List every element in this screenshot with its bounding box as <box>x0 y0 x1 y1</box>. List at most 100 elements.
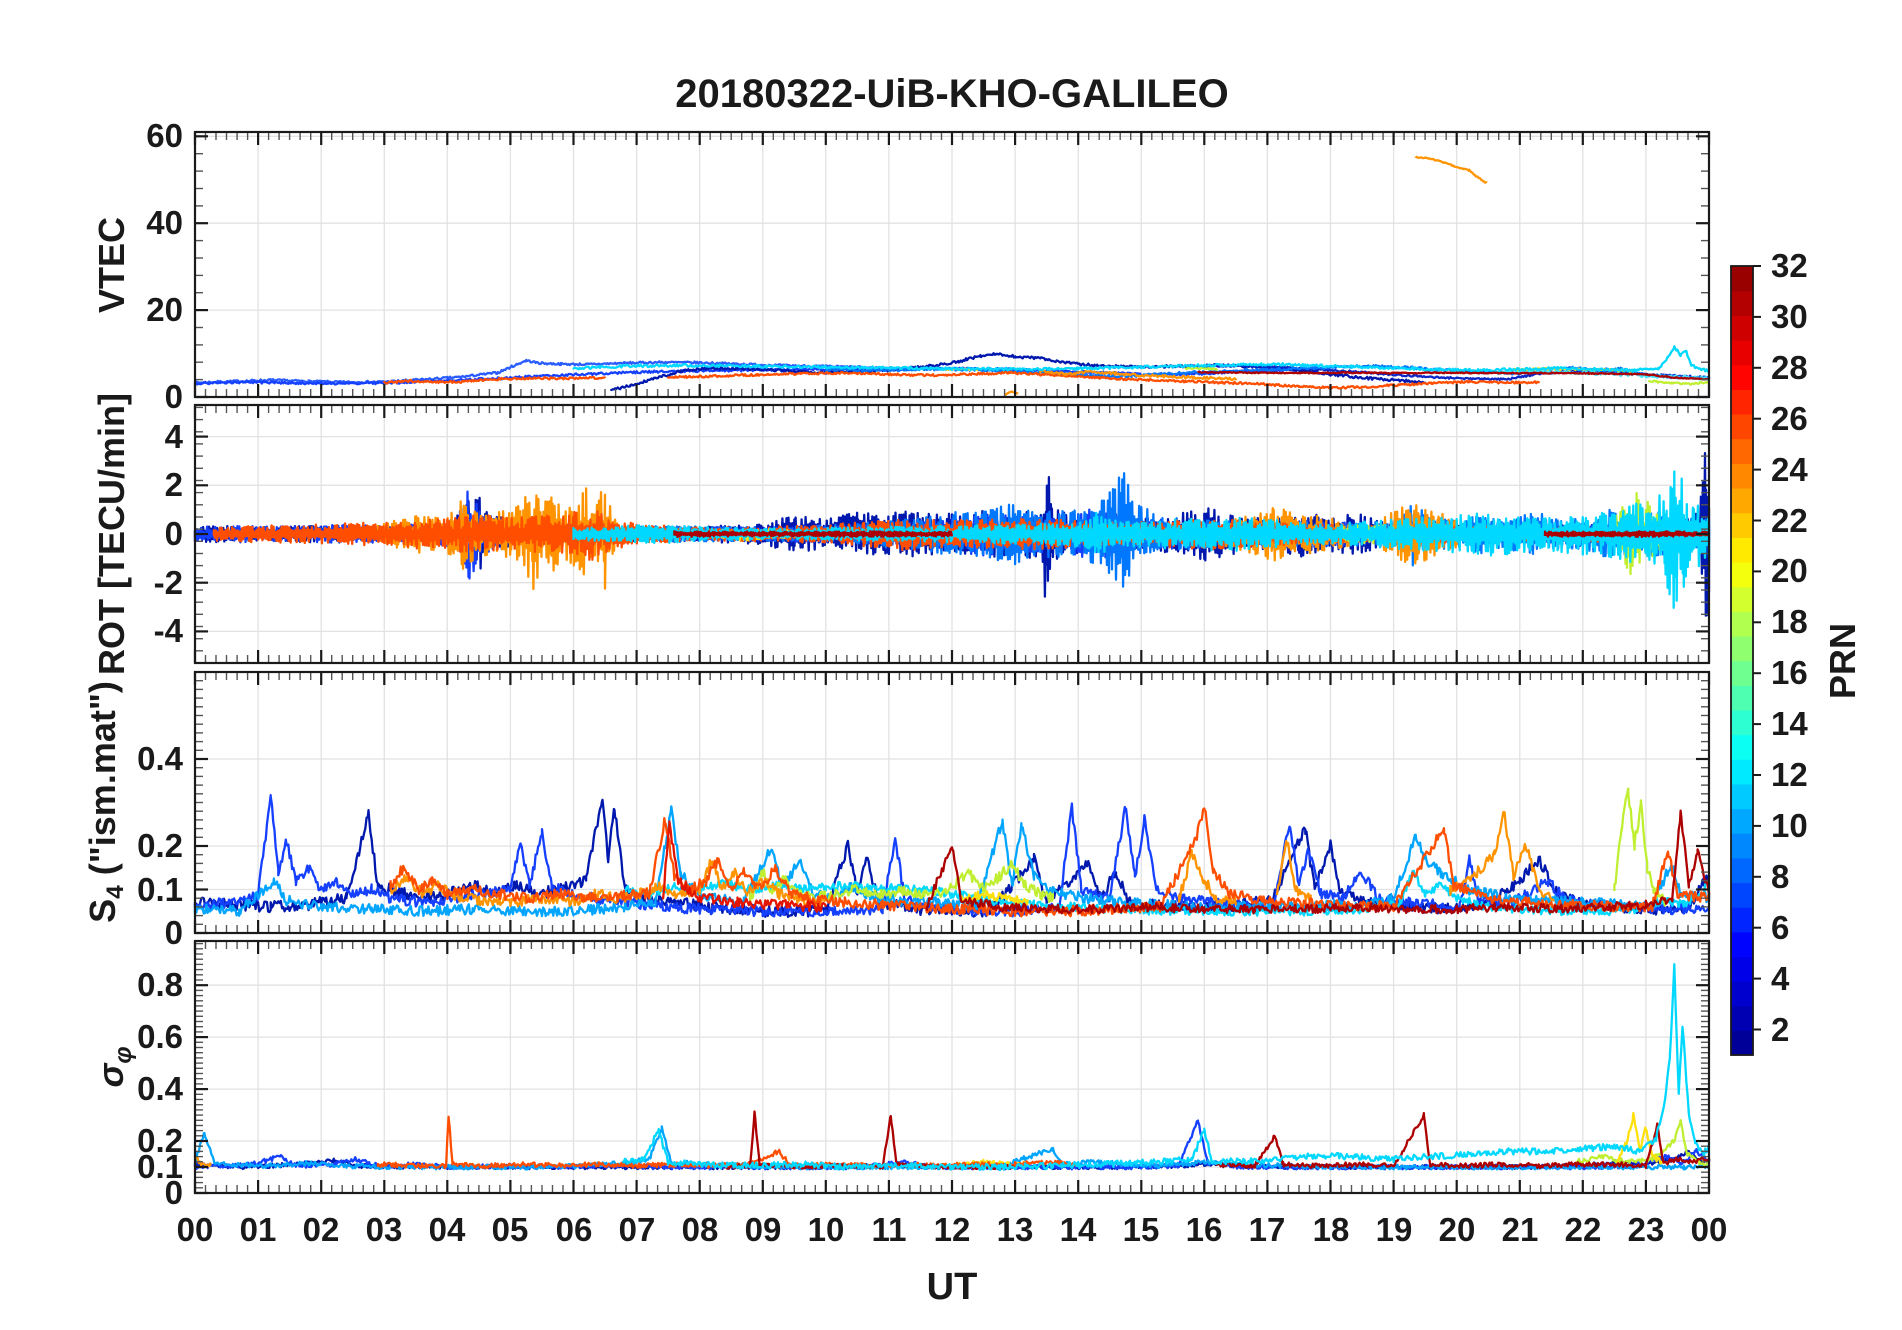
series-prn-24 <box>193 1155 212 1169</box>
colorbar-band <box>1731 981 1753 1007</box>
colorbar-frame <box>1730 265 1754 1056</box>
colorbar-band <box>1731 759 1753 785</box>
x-tick-label: 18 <box>1312 1211 1350 1248</box>
series-prn-24 <box>1414 155 1488 184</box>
series-prn-22 <box>1004 390 1019 396</box>
x-tick-label: 03 <box>365 1211 403 1248</box>
colorbar-tick-label: 22 <box>1771 502 1808 539</box>
y-tick-label-VTEC: 40 <box>146 204 183 241</box>
colorbar-tick-label: 32 <box>1771 247 1808 284</box>
x-tick-label: 22 <box>1564 1211 1602 1248</box>
series-prn-20 <box>960 890 1029 906</box>
colorbar-band <box>1731 537 1753 563</box>
x-tick-label: 15 <box>1122 1211 1160 1248</box>
y-tick-label-VTEC: 20 <box>146 291 183 328</box>
colorbar-band <box>1731 290 1753 316</box>
x-tick-label: 08 <box>681 1211 719 1248</box>
colorbar-band <box>1731 611 1753 637</box>
x-tick-label: 14 <box>1059 1211 1097 1248</box>
y-tick-label-sigma_phi: 0.8 <box>137 966 183 1003</box>
panel-frame-VTEC <box>193 130 1711 399</box>
y-tick-label-ROT: -4 <box>153 612 183 649</box>
series-prn-23 <box>1177 848 1238 908</box>
colorbar-band <box>1731 512 1753 538</box>
x-tick-label: 17 <box>1248 1211 1286 1248</box>
colorbar-tick-label: 2 <box>1771 1011 1790 1048</box>
x-tick-label: 02 <box>302 1211 340 1248</box>
y-tick-label-VTEC: 60 <box>146 117 183 154</box>
y-tick-label-sigma_phi: 0.2 <box>137 1122 183 1159</box>
series-prn-19 <box>1616 1111 1663 1165</box>
colorbar-band <box>1731 315 1753 341</box>
x-tick-label: 01 <box>239 1211 277 1248</box>
x-tick-label: 04 <box>428 1211 466 1248</box>
series-prn-31 <box>1196 370 1711 381</box>
colorbar-band <box>1731 438 1753 464</box>
y-tick-label-ROT: 4 <box>164 418 183 455</box>
colorbar-tick-label: 4 <box>1771 960 1790 997</box>
x-tick-label: 19 <box>1375 1211 1413 1248</box>
series-prn-5 <box>193 358 909 385</box>
y-tick-label-S4: 0.2 <box>137 827 183 864</box>
series-prn-26 <box>389 807 1711 918</box>
colorbar-tick-label: 16 <box>1771 654 1808 691</box>
colorbar-band <box>1731 266 1753 292</box>
series-prn-25 <box>1275 840 1313 904</box>
colorbar-band <box>1731 1005 1753 1031</box>
series-prn-23 <box>1039 369 1238 382</box>
x-tick-label: 00 <box>1690 1211 1728 1248</box>
y-tick-label-sigma_phi: 0 <box>164 1174 183 1211</box>
colorbar-tick-label: 8 <box>1771 858 1790 895</box>
colorbar-tick-label: 18 <box>1771 603 1808 640</box>
colorbar-band <box>1731 907 1753 933</box>
y-tick-label-ROT: 2 <box>164 466 183 503</box>
chart-title: 20180322-UiB-KHO-GALILEO <box>675 72 1229 116</box>
x-tick-label: 05 <box>491 1211 529 1248</box>
colorbar-band <box>1731 364 1753 390</box>
series-prn-3 <box>1203 363 1711 382</box>
colorbar-tick-label: 28 <box>1771 349 1808 386</box>
colorbar-band <box>1731 389 1753 415</box>
colorbar-band <box>1731 882 1753 908</box>
colorbar-band <box>1731 340 1753 366</box>
colorbar-band <box>1731 734 1753 760</box>
colorbar-tick-label: 24 <box>1771 451 1808 488</box>
y-tick-label-S4: 0.1 <box>137 871 183 908</box>
panel-frame-S4 <box>193 670 1711 935</box>
colorbar-band <box>1731 463 1753 489</box>
colorbar-tick-label: 6 <box>1771 909 1790 946</box>
x-tick-label: 21 <box>1501 1211 1539 1248</box>
x-tick-label: 13 <box>996 1211 1034 1248</box>
series-prn-31 <box>723 1110 1017 1171</box>
x-tick-label: 09 <box>744 1211 782 1248</box>
series-prn-26 <box>383 375 607 385</box>
y-tick-label-sigma_phi: 0.4 <box>137 1070 183 1107</box>
series-prn-17 <box>1184 366 1219 371</box>
series-prn-12 <box>572 345 1711 373</box>
x-tick-label: 23 <box>1627 1211 1665 1248</box>
colorbar-band <box>1731 833 1753 859</box>
colorbar-band <box>1731 660 1753 686</box>
colorbar-tick-label: 30 <box>1771 298 1808 335</box>
x-tick-label: 16 <box>1185 1211 1223 1248</box>
y-tick-label-sigma_phi: 0.1 <box>137 1148 183 1185</box>
x-tick-label: 07 <box>618 1211 656 1248</box>
colorbar-tick-label: 14 <box>1771 705 1808 742</box>
colorbar-tick-label: 26 <box>1771 400 1808 437</box>
y-tick-label-sigma_phi: 0.6 <box>137 1018 183 1055</box>
x-tick-label: 20 <box>1438 1211 1476 1248</box>
series-prn-18 <box>1647 379 1710 386</box>
colorbar-band <box>1731 635 1753 662</box>
series-prn-12 <box>622 963 1711 1172</box>
colorbar-band <box>1731 685 1753 711</box>
series-prn-31 <box>925 809 1711 915</box>
series-prn-28 <box>661 820 827 913</box>
y-tick-label-VTEC: 0 <box>164 378 183 415</box>
colorbar-band <box>1731 487 1753 514</box>
panel-frame-sigma_phi <box>193 939 1711 1195</box>
colorbar-band <box>1731 931 1753 957</box>
x-tick-label: 00 <box>176 1211 214 1248</box>
x-tick-label: 11 <box>871 1211 907 1248</box>
colorbar-band <box>1731 783 1753 810</box>
